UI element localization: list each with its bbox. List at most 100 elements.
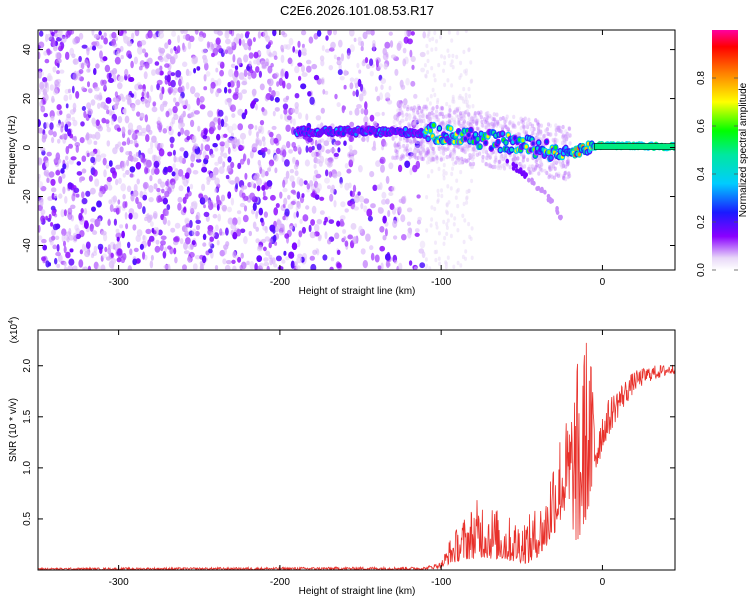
heatmap-cell xyxy=(102,56,108,62)
heatmap-cell xyxy=(94,178,100,187)
heatmap-cell xyxy=(568,173,572,179)
heatmap-cell xyxy=(214,188,218,193)
heatmap-cell xyxy=(494,155,498,160)
heatmap-cell xyxy=(61,133,67,139)
heatmap-cell xyxy=(420,139,424,144)
heatmap-cell xyxy=(267,41,271,48)
heatmap-cell xyxy=(294,93,300,99)
heatmap-cell xyxy=(329,266,334,270)
heatmap-cell xyxy=(385,260,390,269)
heatmap-cell xyxy=(145,228,152,235)
heatmap-cell xyxy=(79,137,85,144)
heatmap-cell xyxy=(147,57,153,64)
heatmap-cell xyxy=(177,131,181,137)
heatmap-cell xyxy=(312,249,317,255)
heatmap-cell xyxy=(174,256,178,264)
heatmap-cell xyxy=(493,159,497,164)
heatmap-cell xyxy=(445,101,449,107)
heatmap-cell xyxy=(566,132,570,137)
heatmap-cell xyxy=(263,30,268,39)
heatmap-cell xyxy=(452,222,456,227)
heatmap-cell xyxy=(57,254,63,263)
heatmap-cell xyxy=(105,164,110,169)
heatmap-cell xyxy=(426,58,430,64)
heatmap-cell xyxy=(303,180,308,186)
heatmap-cell xyxy=(557,127,561,133)
heatmap-cell xyxy=(277,220,282,228)
heatmap-cell xyxy=(39,30,44,37)
heatmap-cell xyxy=(169,48,174,54)
heatmap-cell xyxy=(243,195,249,201)
heatmap-cell xyxy=(151,227,155,234)
heatmap-cell xyxy=(432,150,436,155)
heatmap-cell xyxy=(431,148,435,154)
heatmap-cell xyxy=(458,112,462,118)
heatmap-cell xyxy=(143,71,148,80)
heatmap-cell xyxy=(191,56,197,65)
heatmap-cell xyxy=(387,210,391,217)
heatmap-cell xyxy=(316,249,320,256)
heatmap-cell xyxy=(132,224,137,231)
heatmap-cell xyxy=(249,150,254,159)
heatmap-cell xyxy=(315,115,322,121)
heatmap-cell xyxy=(481,154,485,160)
heatmap-cell xyxy=(324,157,329,165)
heatmap-cell xyxy=(145,134,150,143)
heatmap-cell xyxy=(455,158,459,163)
heatmap-cell xyxy=(301,193,305,198)
heatmap-cell xyxy=(158,31,165,39)
heatmap-cell xyxy=(434,114,438,120)
heatmap-cell xyxy=(251,100,257,106)
heatmap-cell xyxy=(86,68,91,73)
heatmap-cell xyxy=(418,118,422,124)
heatmap-cell xyxy=(103,169,107,178)
heatmap-cell xyxy=(457,157,461,162)
heatmap-cell xyxy=(255,103,258,111)
heatmap-cell xyxy=(167,186,172,194)
heatmap-cell xyxy=(478,144,482,149)
heatmap-cell xyxy=(471,157,475,162)
colorbar: 0.00.20.40.60.8 Normalized spectral ampl… xyxy=(696,30,749,277)
heatmap-cell xyxy=(442,146,446,151)
heatmap-cell xyxy=(336,249,341,255)
heatmap-cell xyxy=(81,168,87,174)
heatmap-cell xyxy=(241,112,246,120)
heatmap-cell xyxy=(132,190,139,197)
heatmap-cell xyxy=(399,156,403,162)
heatmap-cell xyxy=(240,185,245,193)
heatmap-cell xyxy=(132,212,139,220)
heatmap-cell xyxy=(228,99,232,108)
heatmap-cell xyxy=(103,37,108,45)
heatmap-cell xyxy=(258,207,263,216)
heatmap-cell xyxy=(553,166,557,171)
heatmap-cell xyxy=(157,116,161,124)
heatmap-cell xyxy=(505,158,510,164)
heatmap-cell xyxy=(408,139,412,144)
heatmap-cell xyxy=(102,253,107,259)
heatmap-cell xyxy=(499,156,503,161)
heatmap-cell xyxy=(283,197,288,206)
heatmap-cell xyxy=(170,143,174,149)
heatmap-cell xyxy=(337,69,343,76)
heatmap-cell xyxy=(401,153,405,158)
heatmap-cell xyxy=(119,224,124,229)
heatmap-cell xyxy=(352,90,356,97)
heatmap-cell xyxy=(90,187,96,195)
heatmap-cell xyxy=(207,110,214,118)
heatmap-cell xyxy=(191,200,198,209)
heatmap-cell xyxy=(66,113,71,119)
heatmap-cell xyxy=(471,104,475,109)
heatmap-cell xyxy=(402,104,407,109)
heatmap-cell xyxy=(451,99,455,104)
heatmap-cell xyxy=(251,88,257,96)
heatmap-cell xyxy=(64,196,68,204)
heatmap-cell xyxy=(399,136,403,142)
heatmap-cell xyxy=(506,127,510,132)
heatmap-cell xyxy=(38,225,41,233)
heatmap-cell xyxy=(292,157,296,163)
heatmap-cell xyxy=(216,78,222,86)
heatmap-cell xyxy=(166,204,171,211)
heatmap-cell xyxy=(336,262,342,269)
heatmap-cell xyxy=(407,122,411,127)
heatmap-cell xyxy=(560,129,564,135)
